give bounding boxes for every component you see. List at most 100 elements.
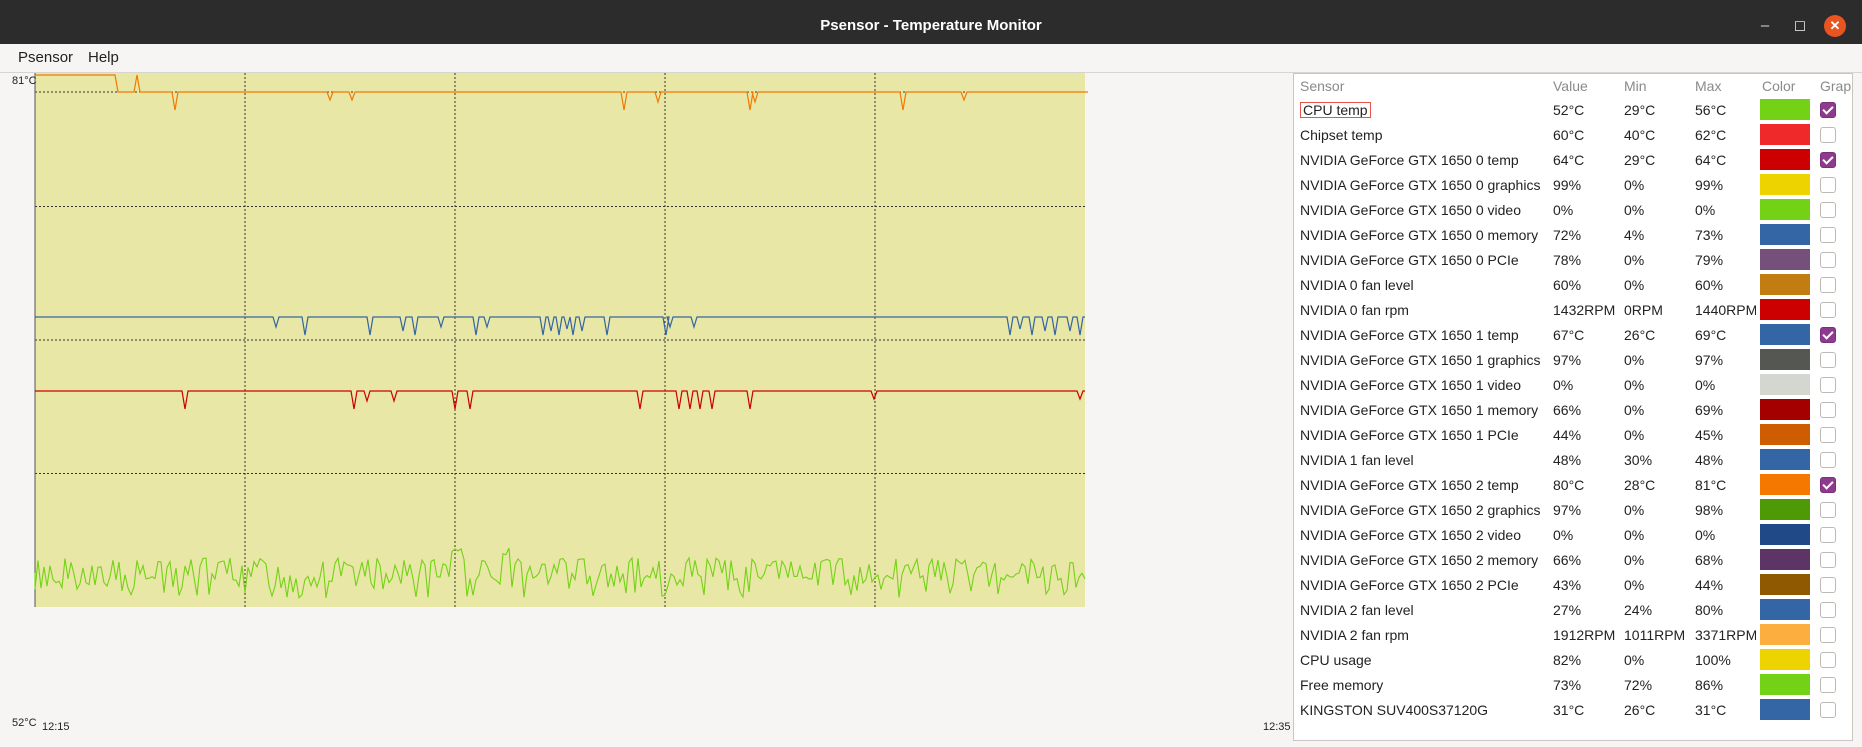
graph-checkbox[interactable] [1820,477,1836,494]
table-row[interactable]: NVIDIA GeForce GTX 1650 2 video 0% 0% 0% [1294,522,1852,547]
color-swatch[interactable] [1760,124,1810,145]
color-swatch[interactable] [1760,649,1810,670]
graph-checkbox[interactable] [1820,302,1836,319]
column-header-value[interactable]: Value [1553,77,1588,94]
table-row[interactable]: KINGSTON SUV400S37120G 31°C 26°C 31°C [1294,697,1852,722]
sensor-color-cell[interactable] [1756,97,1814,122]
graph-checkbox[interactable] [1820,677,1836,694]
color-swatch[interactable] [1760,299,1810,320]
graph-checkbox[interactable] [1820,427,1836,444]
sensor-color-cell[interactable] [1756,572,1814,597]
table-row[interactable]: NVIDIA GeForce GTX 1650 1 PCIe 44% 0% 45% [1294,422,1852,447]
graph-checkbox[interactable] [1820,327,1836,344]
table-row[interactable]: NVIDIA 1 fan level 48% 30% 48% [1294,447,1852,472]
table-row[interactable]: NVIDIA GeForce GTX 1650 1 memory 66% 0% 69% [1294,397,1852,422]
table-row[interactable]: NVIDIA GeForce GTX 1650 0 temp 64°C 29°C 64… [1294,147,1852,172]
table-row[interactable]: NVIDIA GeForce GTX 1650 0 graphics 99% 0% 9… [1294,172,1852,197]
sensor-color-cell[interactable] [1756,597,1814,622]
color-swatch[interactable] [1760,249,1810,270]
sensor-color-cell[interactable] [1756,122,1814,147]
graph-checkbox[interactable] [1820,177,1836,194]
column-header-min[interactable]: Min [1624,77,1647,94]
color-swatch[interactable] [1760,399,1810,420]
graph-checkbox[interactable] [1820,627,1836,644]
color-swatch[interactable] [1760,349,1810,370]
color-swatch[interactable] [1760,224,1810,245]
color-swatch[interactable] [1760,174,1810,195]
sensor-color-cell[interactable] [1756,397,1814,422]
graph-checkbox[interactable] [1820,152,1836,169]
table-row[interactable]: NVIDIA GeForce GTX 1650 0 PCIe 78% 0% 79% [1294,247,1852,272]
color-swatch[interactable] [1760,599,1810,620]
color-swatch[interactable] [1760,499,1810,520]
column-header-color[interactable]: Color [1762,77,1796,94]
table-row[interactable]: NVIDIA GeForce GTX 1650 1 temp 67°C 26°C 69… [1294,322,1852,347]
graph-checkbox[interactable] [1820,652,1836,669]
minimize-button[interactable]: – [1760,17,1770,34]
close-button[interactable]: ✕ [1824,15,1846,37]
table-row[interactable]: NVIDIA GeForce GTX 1650 2 graphics 97% 0% 9… [1294,497,1852,522]
color-swatch[interactable] [1760,624,1810,645]
color-swatch[interactable] [1760,574,1810,595]
table-row[interactable]: NVIDIA GeForce GTX 1650 1 graphics 97% 0% 9… [1294,347,1852,372]
color-swatch[interactable] [1760,324,1810,345]
menu-help[interactable]: Help [88,49,119,66]
graph-checkbox[interactable] [1820,552,1836,569]
color-swatch[interactable] [1760,199,1810,220]
table-row[interactable]: NVIDIA GeForce GTX 1650 2 PCIe 43% 0% 44% [1294,572,1852,597]
color-swatch[interactable] [1760,449,1810,470]
table-row[interactable]: Chipset temp 60°C 40°C 62°C [1294,122,1852,147]
column-header-sensor[interactable]: Sensor [1300,77,1345,94]
graph-checkbox[interactable] [1820,227,1836,244]
sensor-color-cell[interactable] [1756,272,1814,297]
color-swatch[interactable] [1760,149,1810,170]
graph-checkbox[interactable] [1820,102,1836,119]
graph-checkbox[interactable] [1820,127,1836,144]
graph-checkbox[interactable] [1820,202,1836,219]
sensor-color-cell[interactable] [1756,372,1814,397]
table-row[interactable]: NVIDIA 0 fan rpm 1432RPM 0RPM 1440RPM [1294,297,1852,322]
sensor-color-cell[interactable] [1756,447,1814,472]
sensor-color-cell[interactable] [1756,347,1814,372]
menu-psensor[interactable]: Psensor [18,49,74,66]
sensor-color-cell[interactable] [1756,297,1814,322]
table-row[interactable]: NVIDIA GeForce GTX 1650 0 video 0% 0% 0% [1294,197,1852,222]
sensor-color-cell[interactable] [1756,147,1814,172]
sensor-color-cell[interactable] [1756,197,1814,222]
sensor-color-cell[interactable] [1756,697,1814,722]
color-swatch[interactable] [1760,99,1810,120]
column-header-graph[interactable]: Graph [1820,77,1852,94]
table-row[interactable]: CPU usage 82% 0% 100% [1294,647,1852,672]
sensor-color-cell[interactable] [1756,472,1814,497]
table-row[interactable]: NVIDIA 2 fan level 27% 24% 80% [1294,597,1852,622]
sensor-color-cell[interactable] [1756,422,1814,447]
table-row[interactable]: CPU temp 52°C 29°C 56°C [1294,97,1852,122]
table-row[interactable]: NVIDIA GeForce GTX 1650 2 temp 80°C 28°C 81… [1294,472,1852,497]
sensor-color-cell[interactable] [1756,672,1814,697]
table-row[interactable]: NVIDIA 0 fan level 60% 0% 60% [1294,272,1852,297]
maximize-button[interactable]: ◻ [1793,17,1807,34]
graph-checkbox[interactable] [1820,527,1836,544]
sensor-color-cell[interactable] [1756,622,1814,647]
graph-checkbox[interactable] [1820,702,1836,719]
table-row[interactable]: NVIDIA 2 fan rpm 1912RPM 1011RPM 3371RPM [1294,622,1852,647]
sensor-color-cell[interactable] [1756,222,1814,247]
graph-checkbox[interactable] [1820,452,1836,469]
graph-checkbox[interactable] [1820,502,1836,519]
color-swatch[interactable] [1760,424,1810,445]
sensor-color-cell[interactable] [1756,522,1814,547]
sensor-color-cell[interactable] [1756,547,1814,572]
table-row[interactable]: NVIDIA GeForce GTX 1650 0 memory 72% 4% 73% [1294,222,1852,247]
color-swatch[interactable] [1760,374,1810,395]
graph-checkbox[interactable] [1820,402,1836,419]
color-swatch[interactable] [1760,549,1810,570]
color-swatch[interactable] [1760,699,1810,720]
graph-checkbox[interactable] [1820,352,1836,369]
sensor-color-cell[interactable] [1756,497,1814,522]
graph-checkbox[interactable] [1820,377,1836,394]
sensor-color-cell[interactable] [1756,322,1814,347]
sensor-color-cell[interactable] [1756,647,1814,672]
sensor-color-cell[interactable] [1756,172,1814,197]
graph-checkbox[interactable] [1820,577,1836,594]
graph-checkbox[interactable] [1820,602,1836,619]
